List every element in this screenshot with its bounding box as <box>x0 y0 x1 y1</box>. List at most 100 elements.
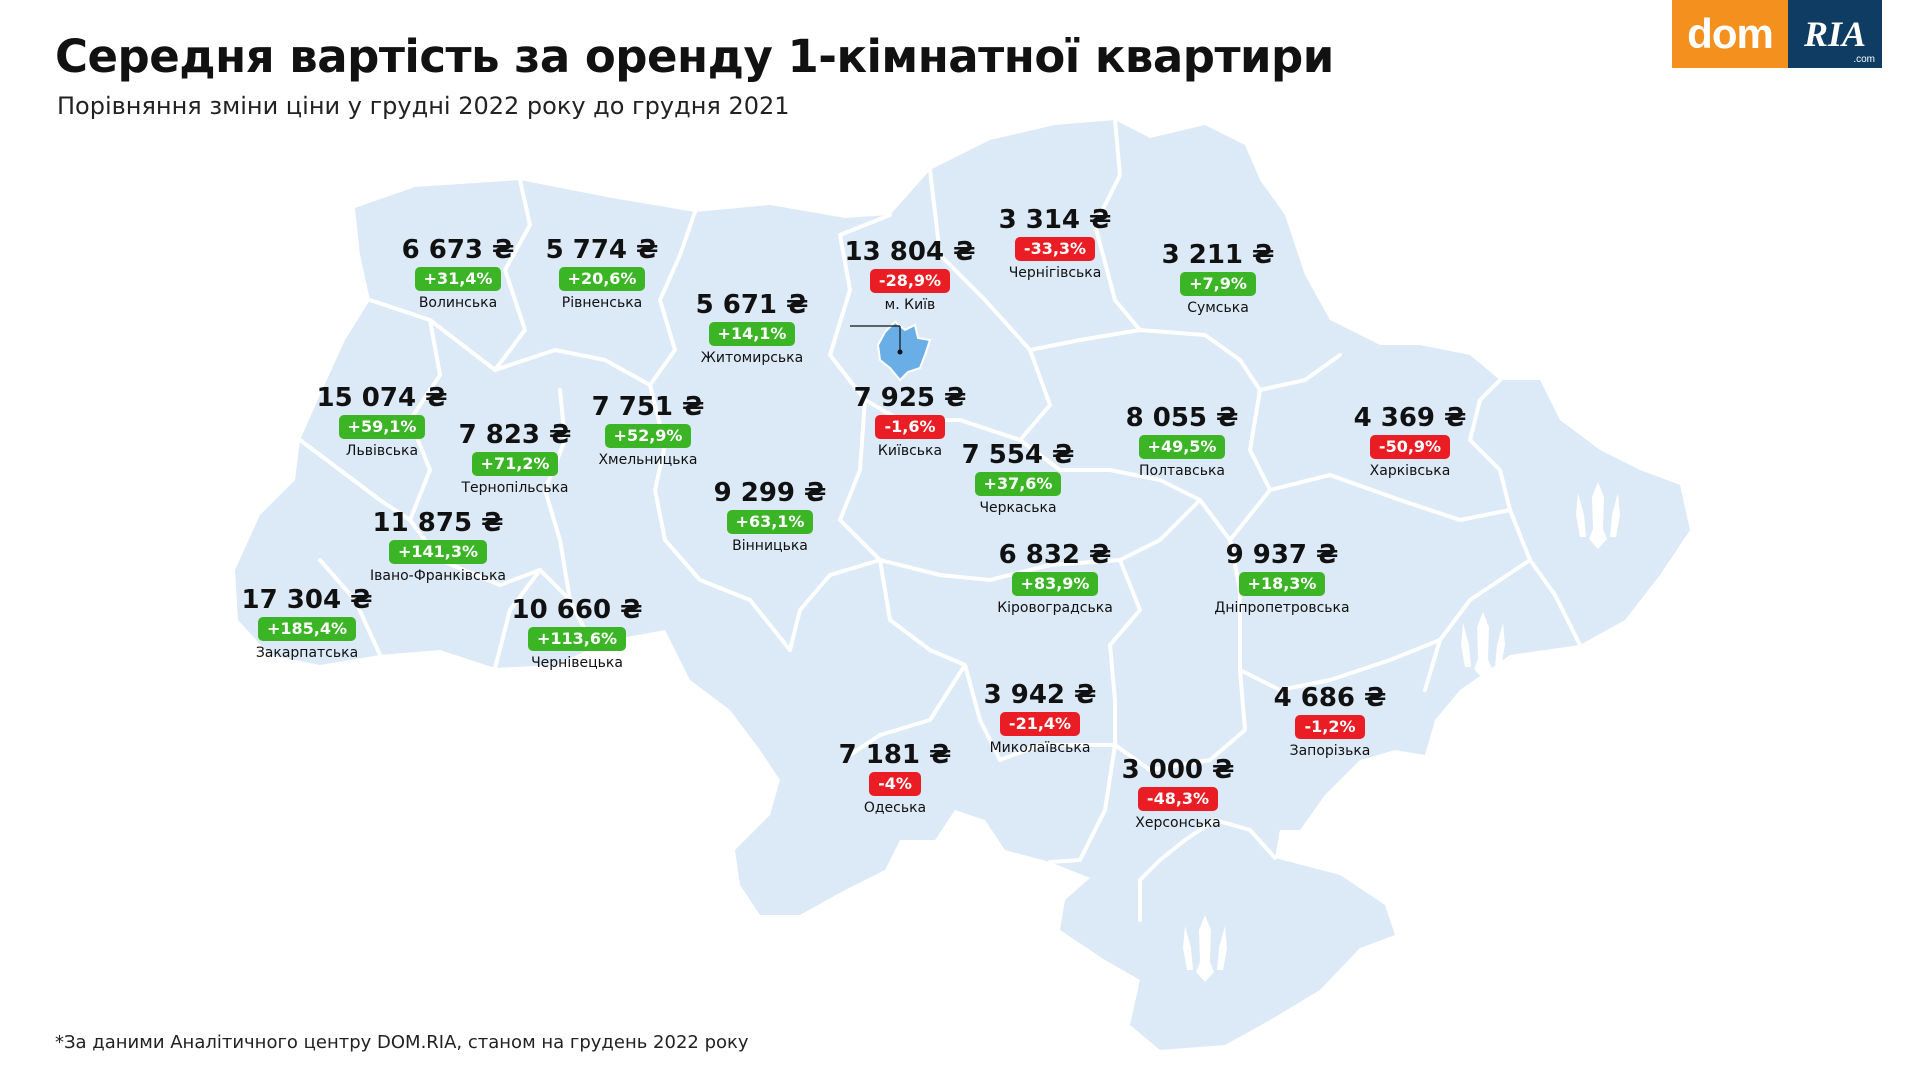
region-odeska: 7 181 ₴ -4% Одеська <box>775 740 1015 817</box>
border-line <box>318 558 382 657</box>
region-mykolaivska: 3 942 ₴ -21,4% Миколаївська <box>920 680 1160 757</box>
region-name: Чернівецька <box>531 655 623 671</box>
region-price: 7 181 ₴ <box>838 740 952 770</box>
change-badge: +37,6% <box>974 472 1062 496</box>
change-badge: +31,4% <box>414 267 502 291</box>
region-name: Сумська <box>1187 300 1249 316</box>
region-zakarpatska: 17 304 ₴ +185,4% Закарпатська <box>187 585 427 662</box>
region-name: Харківська <box>1369 463 1451 479</box>
region-khmelnytska: 7 751 ₴ +52,9% Хмельницька <box>528 392 768 469</box>
region-kharkivska: 4 369 ₴ -50,9% Харківська <box>1290 403 1530 480</box>
border-line <box>298 438 412 522</box>
region-name: Кіровоградська <box>997 600 1113 616</box>
trident-icon <box>1461 612 1505 679</box>
border-line <box>1423 558 1532 692</box>
change-badge: -21,4% <box>999 712 1081 736</box>
region-price: 4 686 ₴ <box>1273 683 1387 713</box>
region-name: м. Київ <box>884 297 936 313</box>
region-name: Хмельницька <box>598 452 698 468</box>
region-zhytomyrska: 5 671 ₴ +14,1% Житомирська <box>632 290 872 367</box>
region-price: 8 055 ₴ <box>1125 403 1239 433</box>
region-price: 5 774 ₴ <box>545 235 659 265</box>
logo-ria-part: RIA .com <box>1788 0 1882 68</box>
region-price: 7 925 ₴ <box>853 383 967 413</box>
border-line <box>998 743 1117 762</box>
border-line <box>1258 353 1342 392</box>
dom-ria-logo[interactable]: dom RIA .com <box>1672 0 1882 68</box>
region-name: Полтавська <box>1138 463 1225 479</box>
border-line <box>1138 818 1277 922</box>
region-ivano-frankivska: 11 875 ₴ +141,3% Івано-Франківська <box>318 508 558 585</box>
border-line <box>838 398 882 562</box>
border-line <box>828 213 892 402</box>
region-poltavska: 8 055 ₴ +49,5% Полтавська <box>1062 403 1302 480</box>
border-line <box>1228 488 1272 672</box>
trident-icon <box>1183 915 1227 982</box>
region-lvivska: 15 074 ₴ +59,1% Львівська <box>262 383 502 460</box>
border-line <box>1028 328 1262 392</box>
change-badge: +63,1% <box>726 510 814 534</box>
change-badge: -1,2% <box>1295 715 1365 739</box>
change-badge: -48,3% <box>1137 787 1219 811</box>
country-outline <box>235 120 1690 1050</box>
region-name: Житомирська <box>700 350 804 366</box>
region-kyiv-city: 13 804 ₴ -28,9% м. Київ <box>790 237 1030 314</box>
region-zaporizka: 4 686 ₴ -1,2% Запорізька <box>1210 683 1450 760</box>
region-kirovohradska: 6 832 ₴ +83,9% Кіровоградська <box>935 540 1175 617</box>
border-line <box>1508 508 1582 647</box>
border-line <box>788 558 882 652</box>
region-name: Вінницька <box>732 538 808 554</box>
region-price: 5 671 ₴ <box>695 290 809 320</box>
page-subtitle: Порівняння зміни ціни у грудні 2022 року… <box>57 92 790 120</box>
kyiv-city-area <box>876 320 932 382</box>
region-name: Львівська <box>345 443 419 459</box>
border-line <box>1018 438 1232 542</box>
region-price: 3 000 ₴ <box>1121 755 1235 785</box>
border-line <box>1018 348 1052 442</box>
logo-com-text: .com <box>1853 54 1875 65</box>
region-price: 7 751 ₴ <box>591 392 705 422</box>
region-price: 7 554 ₴ <box>961 440 1075 470</box>
change-badge: +185,4% <box>257 617 357 641</box>
region-name: Волинська <box>418 295 498 311</box>
change-badge: -50,9% <box>1369 435 1451 459</box>
change-badge: -1,6% <box>875 415 945 439</box>
region-name: Чернігівська <box>1008 265 1102 281</box>
change-badge: +83,9% <box>1011 572 1099 596</box>
region-vinnytska: 9 299 ₴ +63,1% Вінницька <box>650 478 890 555</box>
logo-dom-part: dom <box>1672 0 1788 68</box>
kyiv-marker <box>897 349 903 355</box>
border-line <box>1268 473 1512 522</box>
trident-icons <box>1183 482 1620 982</box>
region-price: 10 660 ₴ <box>511 595 643 625</box>
region-name: Дніпропетровська <box>1214 600 1350 616</box>
change-badge: +20,6% <box>558 267 646 291</box>
region-name: Черкаська <box>979 500 1057 516</box>
region-dnipropetrovska: 9 937 ₴ +18,3% Дніпропетровська <box>1162 540 1402 617</box>
border-line <box>878 558 1002 762</box>
region-price: 15 074 ₴ <box>316 383 448 413</box>
change-badge: -28,9% <box>869 269 951 293</box>
border-line <box>848 663 967 757</box>
region-price: 9 937 ₴ <box>1225 540 1339 570</box>
region-price: 6 673 ₴ <box>401 235 515 265</box>
border-line <box>1113 668 1247 772</box>
border-line <box>1468 378 1512 512</box>
region-name: Київська <box>877 443 943 459</box>
region-kyivska: 7 925 ₴ -1,6% Київська <box>790 383 1030 460</box>
border-line <box>493 568 542 670</box>
region-name: Миколаївська <box>989 740 1091 756</box>
page-title: Середня вартість за оренду 1-кімнатної к… <box>55 30 1334 83</box>
region-chernihivska: 3 314 ₴ -33,3% Чернігівська <box>935 205 1175 282</box>
region-name: Херсонська <box>1135 815 1221 831</box>
region-name: Закарпатська <box>255 645 359 661</box>
region-price: 4 369 ₴ <box>1353 403 1467 433</box>
border-line <box>493 178 532 372</box>
region-ternopilska: 7 823 ₴ +71,2% Тернопільська <box>395 420 635 497</box>
region-volynska: 6 673 ₴ +31,4% Волинська <box>338 235 578 312</box>
logo-ria-text: RIA <box>1803 14 1867 54</box>
border-line <box>1238 638 1442 692</box>
region-khersonska: 3 000 ₴ -48,3% Херсонська <box>1058 755 1298 832</box>
change-badge: -33,3% <box>1014 237 1096 261</box>
region-chernivetska: 10 660 ₴ +113,6% Чернівецька <box>457 595 697 672</box>
